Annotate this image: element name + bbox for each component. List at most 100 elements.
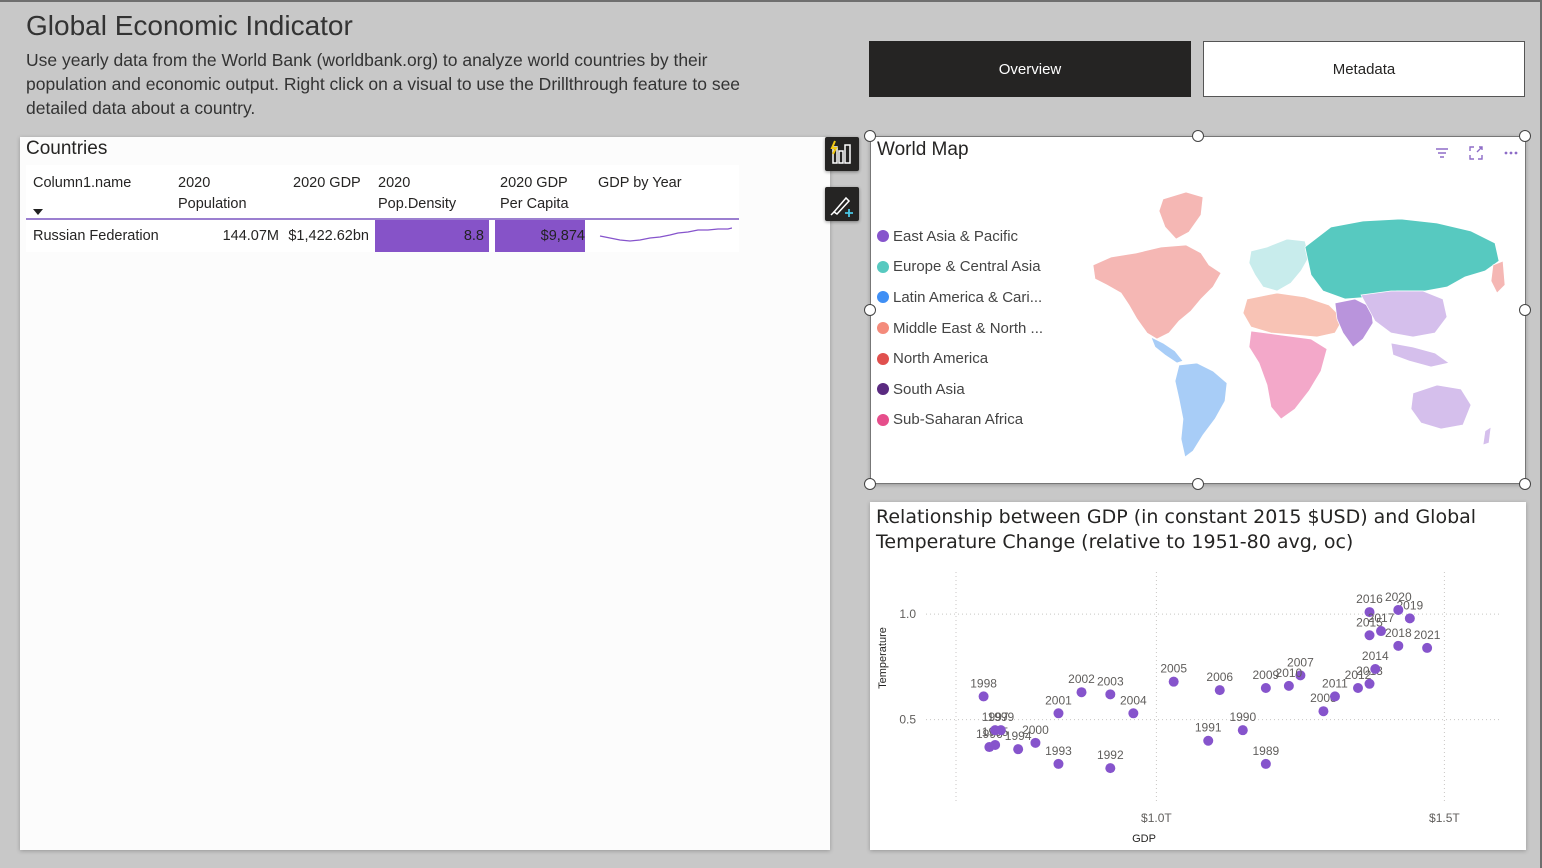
point-label: 1993 [1045, 744, 1072, 758]
region-mena[interactable] [1242, 292, 1344, 338]
scatter-point[interactable] [1128, 708, 1139, 719]
cell-country-name[interactable]: Russian Federation [26, 219, 171, 252]
region-alaska[interactable] [1490, 260, 1506, 294]
legend-item[interactable]: Latin America & Cari... [877, 282, 1043, 313]
overview-button[interactable]: Overview [869, 41, 1191, 97]
region-sub-saharan-africa[interactable] [1248, 330, 1328, 420]
focus-mode-icon[interactable] [1468, 145, 1484, 161]
region-russia[interactable] [1304, 218, 1500, 300]
legend-item[interactable]: Middle East & North ... [877, 313, 1043, 344]
more-options-icon[interactable] [1503, 145, 1519, 161]
scatter-point[interactable] [1364, 607, 1375, 618]
cell-gdp[interactable]: $1,422.62bn [286, 219, 371, 252]
legend-item[interactable]: North America [877, 343, 1043, 374]
region-south-asia[interactable] [1334, 298, 1374, 348]
column-header-gdp-per-capita[interactable]: 2020 GDP Per Capita [493, 165, 591, 220]
smart-narrative-icon[interactable] [825, 137, 859, 171]
resize-handle[interactable] [1519, 478, 1531, 490]
legend-item[interactable]: Sub-Saharan Africa [877, 405, 1043, 436]
resize-handle[interactable] [1192, 478, 1204, 490]
world-map-visual[interactable]: World Map East Asia & Pacific Europe & C… [864, 130, 1531, 490]
scatter-point[interactable] [1353, 683, 1363, 693]
scatter-point[interactable] [1214, 685, 1225, 696]
cell-gdp-per-capita[interactable]: $9,874 [493, 219, 591, 252]
scatter-point[interactable] [1422, 642, 1433, 653]
x-tick-label: $1.5T [1429, 811, 1460, 825]
scatter-plot[interactable]: 0.5 1.0 $1.0T $1.5T GDP Temperature 1989 1990 19… [870, 562, 1526, 850]
region-central-america[interactable] [1150, 336, 1184, 364]
resize-handle[interactable] [1519, 304, 1531, 316]
scatter-point[interactable] [1295, 670, 1306, 681]
region-greenland[interactable] [1158, 191, 1204, 240]
scatter-point[interactable] [1260, 758, 1271, 769]
column-header-gdp[interactable]: 2020 GDP [286, 165, 371, 220]
cell-population[interactable]: 144.07M [171, 219, 286, 252]
point-label: 1999 [988, 710, 1015, 724]
region-europe[interactable] [1248, 238, 1310, 292]
legend-item[interactable]: South Asia [877, 374, 1043, 405]
gdp-per-capita-databar: $9,874 [495, 220, 585, 252]
scatter-point[interactable] [1283, 680, 1294, 691]
scatter-point[interactable] [984, 742, 995, 753]
point-label: 2000 [1022, 723, 1049, 737]
world-map-title: World Map [877, 139, 969, 160]
scatter-point[interactable] [1013, 744, 1024, 755]
region-east-asia[interactable] [1360, 290, 1448, 338]
point-label: 2014 [1362, 649, 1389, 663]
format-paintbrush-icon[interactable] [825, 187, 859, 221]
scatter-point[interactable] [1053, 708, 1064, 719]
scatter-point[interactable] [1364, 630, 1375, 641]
scatter-point[interactable] [1076, 687, 1087, 698]
point-label: 1997 [982, 710, 1009, 724]
point-label: 2016 [1356, 592, 1383, 606]
world-map-shapes[interactable] [1091, 187, 1506, 467]
scatter-point[interactable] [978, 691, 989, 702]
column-header-population[interactable]: 2020 Population [171, 165, 286, 220]
scatter-point[interactable] [1376, 626, 1387, 637]
countries-title: Countries [26, 138, 108, 159]
legend-item[interactable]: Europe & Central Asia [877, 252, 1043, 283]
metadata-button[interactable]: Metadata [1203, 41, 1525, 97]
scatter-point[interactable] [1105, 689, 1116, 700]
region-north-america[interactable] [1092, 244, 1222, 340]
cell-pop-density[interactable]: 8.8 [371, 219, 493, 252]
scatter-visual[interactable]: Relationship between GDP (in constant 20… [870, 502, 1526, 850]
resize-handle[interactable] [1192, 130, 1204, 142]
scatter-title: Relationship between GDP (in constant 20… [876, 506, 1477, 553]
scatter-point[interactable] [1404, 613, 1415, 624]
scatter-point[interactable] [1168, 676, 1179, 687]
scatter-point[interactable] [1393, 604, 1404, 615]
scatter-point[interactable] [995, 725, 1006, 736]
scatter-point[interactable] [1370, 664, 1381, 675]
table-row[interactable]: Russian Federation 144.07M $1,422.62bn 8… [26, 219, 739, 252]
scatter-point[interactable] [1105, 763, 1116, 774]
resize-handle[interactable] [864, 130, 876, 142]
countries-table[interactable]: Column1.name 2020 Population 2020 GDP 20… [26, 165, 739, 252]
resize-handle[interactable] [864, 478, 876, 490]
point-label: 2001 [1045, 693, 1072, 707]
region-australia[interactable] [1410, 384, 1472, 430]
region-new-zealand[interactable] [1482, 426, 1492, 446]
scatter-point[interactable] [1260, 683, 1271, 693]
scatter-point[interactable] [1203, 735, 1214, 746]
column-header-name[interactable]: Column1.name [26, 165, 171, 220]
region-south-america[interactable] [1174, 362, 1228, 458]
resize-handle[interactable] [864, 304, 876, 316]
filter-icon[interactable] [1434, 145, 1450, 161]
scatter-point[interactable] [1393, 640, 1404, 651]
scatter-point[interactable] [1329, 691, 1340, 702]
legend-item[interactable]: East Asia & Pacific [877, 221, 1043, 252]
countries-visual[interactable]: Countries Column1.name 2020 Population 2… [20, 137, 830, 850]
scatter-point[interactable] [1030, 737, 1041, 748]
resize-handle[interactable] [1519, 130, 1531, 142]
x-axis-title: GDP [1132, 833, 1156, 845]
sort-descending-icon[interactable] [33, 209, 43, 215]
scatter-point[interactable] [1318, 706, 1329, 717]
cell-gdp-sparkline[interactable] [591, 219, 739, 252]
region-southeast-asia[interactable] [1390, 342, 1450, 368]
scatter-point[interactable] [1237, 725, 1248, 736]
scatter-point[interactable] [1053, 758, 1064, 769]
scatter-point[interactable] [1364, 678, 1375, 689]
column-header-pop-density[interactable]: 2020 Pop.Density [371, 165, 493, 220]
column-header-gdp-by-year[interactable]: GDP by Year [591, 165, 739, 220]
